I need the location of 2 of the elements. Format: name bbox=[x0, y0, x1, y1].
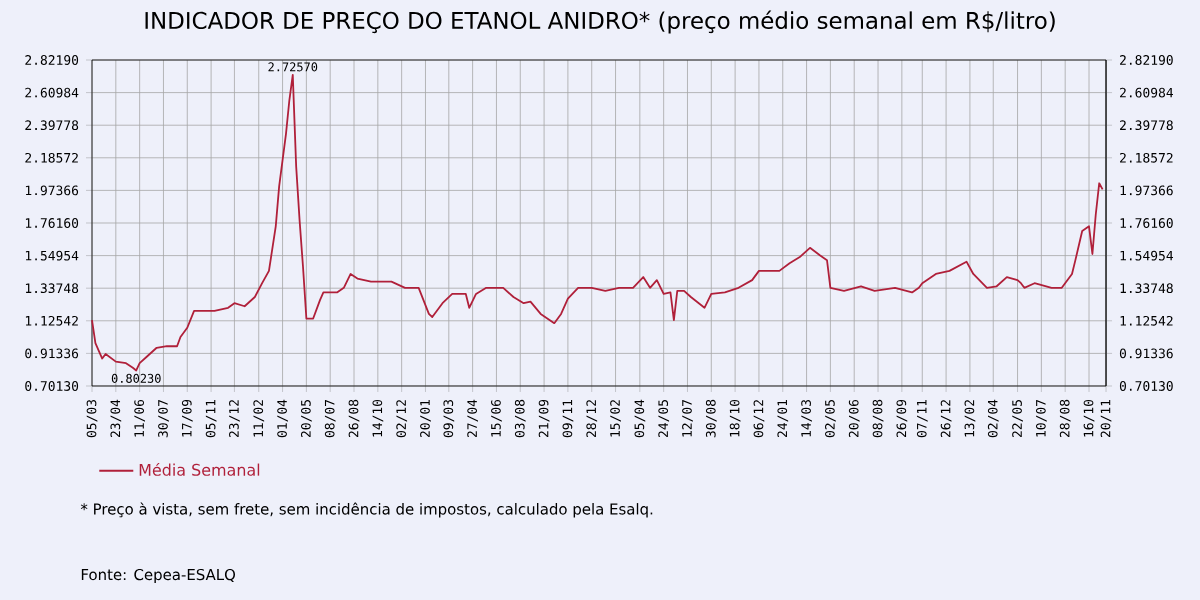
chart-title: INDICADOR DE PREÇO DO ETANOL ANIDRO* (preço médio semanal em R$/litro) bbox=[145, 10, 1055, 34]
line-series bbox=[91, 73, 1104, 372]
